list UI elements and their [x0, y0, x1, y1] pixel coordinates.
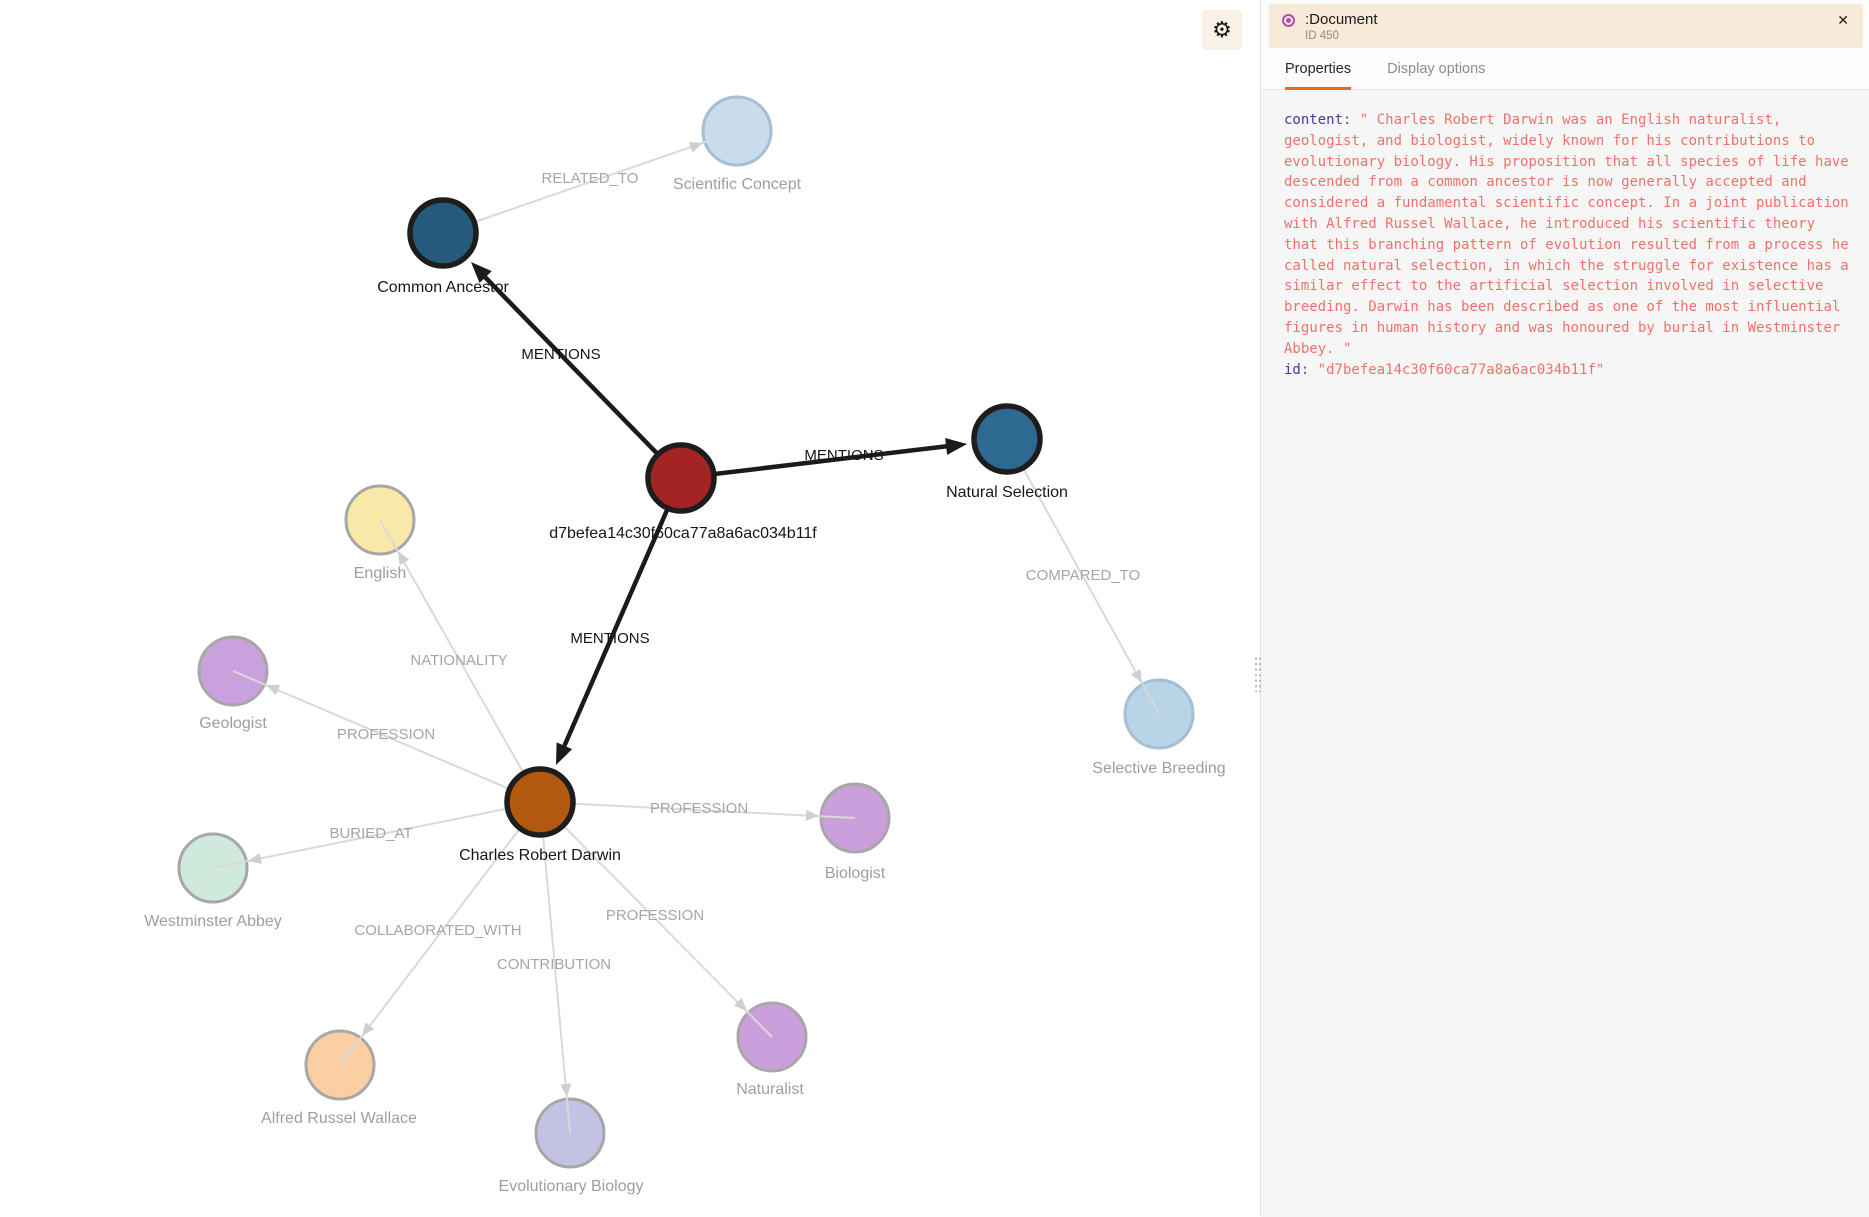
arrowhead-profession-naturalist: [733, 997, 747, 1011]
property-value: "d7befea14c30f60ca77a8a6ac034b11f": [1317, 361, 1605, 378]
node-label-common-ancestor: Common Ancestor: [377, 279, 509, 296]
panel-header-text: :Document ID 450: [1305, 11, 1378, 43]
node-label-document: d7befea14c30f60ca77a8a6ac034b11f: [549, 525, 817, 542]
node-label-natural-selection: Natural Selection: [946, 484, 1068, 501]
arrowhead-nationality: [398, 551, 410, 566]
tab-display-options[interactable]: Display options: [1387, 48, 1485, 89]
panel-body: content: " Charles Robert Darwin was an …: [1261, 90, 1869, 1217]
property-value: " Charles Robert Darwin was an English n…: [1284, 112, 1858, 357]
edge-buried-at[interactable]: [212, 801, 541, 869]
node-label-geologist: Geologist: [199, 715, 267, 732]
tab-properties[interactable]: Properties: [1285, 48, 1352, 90]
edge-mentions-common-ancestor[interactable]: [481, 273, 683, 480]
edge-label-nationality: NATIONALITY: [410, 652, 507, 669]
edge-label-mentions-darwin: MENTIONS: [570, 630, 649, 647]
arrowhead-contribution: [560, 1083, 572, 1097]
properties-list: content: " Charles Robert Darwin was an …: [1284, 110, 1853, 380]
edge-label-profession-geologist: PROFESSION: [337, 726, 435, 743]
edge-label-mentions-natural-selection: MENTIONS: [804, 447, 883, 464]
node-document[interactable]: [645, 442, 717, 514]
property-key: content: [1284, 112, 1344, 128]
node-id-label: ID 450: [1305, 30, 1339, 42]
node-details-panel: :Document ID 450 ✕ Properties Display op…: [1260, 0, 1869, 1217]
settings-button[interactable]: ⚙: [1202, 10, 1242, 50]
graph-svg: Scientific Concept English Geologist Wes…: [144, 95, 1226, 1195]
node-label-naturalist: Naturalist: [736, 1081, 804, 1098]
arrowhead-compared-to: [1130, 668, 1142, 683]
arrowhead-collaborated-with: [362, 1022, 375, 1036]
key-value-separator: :: [1300, 361, 1318, 378]
edge-label-profession-biologist: PROFESSION: [650, 800, 748, 817]
node-label-selective-breeding: Selective Breeding: [1092, 760, 1225, 777]
gear-icon: ⚙: [1212, 17, 1232, 42]
arrowhead-profession-biologist: [805, 809, 819, 821]
edge-label-contribution: CONTRIBUTION: [497, 956, 611, 973]
edge-label-buried-at: BURIED_AT: [329, 825, 412, 842]
node-label-scientific-concept: Scientific Concept: [673, 176, 802, 193]
edge-profession-biologist[interactable]: [539, 801, 856, 819]
node-label-evolutionary-biology: Evolutionary Biology: [499, 1178, 644, 1195]
arrowhead-buried-at: [248, 853, 262, 864]
node-label-badge-icon: [1282, 14, 1295, 27]
arrowhead-mentions-common-ancestor: [471, 262, 492, 283]
node-label-westminster-abbey: Westminster Abbey: [144, 913, 282, 930]
property-row-id: id: "d7befea14c30f60ca77a8a6ac034b11f": [1284, 360, 1853, 381]
edge-profession-naturalist[interactable]: [539, 801, 773, 1038]
edge-profession-geologist[interactable]: [232, 670, 541, 803]
key-value-separator: :: [1343, 112, 1360, 128]
edge-compared-to[interactable]: [1006, 438, 1160, 715]
edge-contribution[interactable]: [539, 801, 571, 1134]
node-label-alfred-russel-wallace: Alfred Russel Wallace: [261, 1110, 417, 1127]
arrowhead-profession-geologist: [266, 685, 281, 696]
close-panel-button[interactable]: ✕: [1837, 11, 1849, 27]
node-label-biologist: Biologist: [825, 865, 886, 882]
edge-label-compared-to: COMPARED_TO: [1026, 567, 1140, 584]
edge-related-to[interactable]: [442, 130, 738, 234]
graph-canvas[interactable]: Scientific Concept English Geologist Wes…: [0, 0, 1260, 1216]
node-natural-selection[interactable]: [971, 403, 1043, 475]
edge-mentions-darwin[interactable]: [560, 477, 684, 750]
edge-nationality[interactable]: [379, 519, 541, 803]
edge-label-related-to: RELATED_TO: [542, 170, 639, 187]
panel-tabs: Properties Display options: [1261, 48, 1869, 90]
node-label-charles-robert-darwin: Charles Robert Darwin: [459, 847, 621, 864]
arrowhead-mentions-darwin: [556, 742, 573, 765]
panel-resize-handle[interactable]: [1254, 656, 1262, 692]
node-label-english: English: [354, 565, 406, 582]
panel-header: :Document ID 450 ✕: [1269, 4, 1863, 48]
edge-label-mentions-common-ancestor: MENTIONS: [521, 346, 600, 363]
edge-label-collaborated-with: COLLABORATED_WITH: [354, 922, 521, 939]
node-type-label: :Document: [1305, 11, 1378, 28]
node-charles-robert-darwin[interactable]: [504, 766, 576, 838]
node-common-ancestor[interactable]: [407, 197, 479, 269]
close-icon: ✕: [1837, 12, 1849, 28]
edge-mentions-natural-selection[interactable]: [680, 443, 950, 481]
arrowhead-related-to: [688, 142, 703, 153]
property-key: id: [1284, 361, 1301, 378]
property-row-content: content: " Charles Robert Darwin was an …: [1284, 110, 1853, 360]
arrowhead-mentions-natural-selection: [945, 438, 967, 455]
edge-collaborated-with[interactable]: [339, 801, 541, 1066]
edge-label-profession-naturalist: PROFESSION: [606, 907, 704, 924]
